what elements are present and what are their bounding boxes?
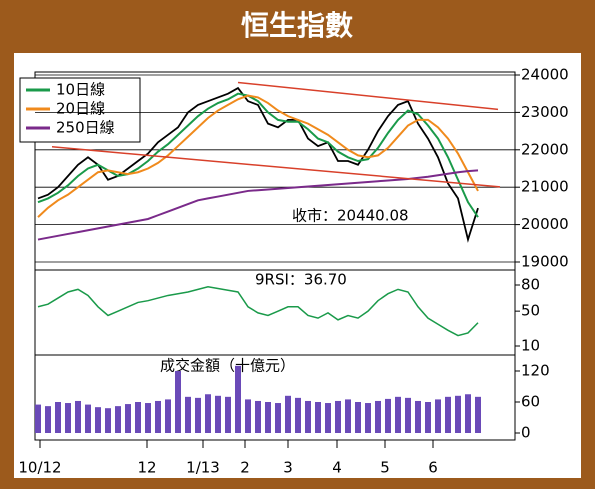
bar <box>85 404 91 433</box>
y-tick-label: 21000 <box>521 178 569 196</box>
x-tick-label: 1/13 <box>186 459 220 477</box>
y-tick-label: 19000 <box>521 253 569 271</box>
bar <box>75 400 81 433</box>
bar <box>65 403 71 433</box>
y-tick-label: 0 <box>521 424 531 442</box>
frame <box>34 71 516 441</box>
bar <box>385 398 391 433</box>
bar <box>435 399 441 433</box>
bar <box>195 397 201 433</box>
legend-label: 10日線 <box>56 81 105 99</box>
bar <box>285 395 291 433</box>
bar <box>225 396 231 433</box>
bar <box>135 402 141 433</box>
legend-label: 20日線 <box>56 100 105 118</box>
bar <box>365 403 371 433</box>
panel-title: 9RSI：36.70 <box>255 271 347 289</box>
data-line <box>37 285 479 337</box>
bar <box>345 399 351 433</box>
y-tick-label: 24000 <box>521 66 569 84</box>
bar <box>425 402 431 433</box>
bar <box>305 400 311 433</box>
bar <box>475 396 481 433</box>
bar <box>265 402 271 433</box>
bar <box>215 395 221 433</box>
bar <box>405 397 411 433</box>
annotation: 收市：20440.08 <box>292 207 409 225</box>
y-tick-label: 120 <box>521 362 550 380</box>
data-line <box>37 92 479 218</box>
y-tick-label: 60 <box>521 393 540 411</box>
data-line <box>37 94 479 218</box>
bar <box>375 400 381 433</box>
x-tick-label: 3 <box>283 459 293 477</box>
bar <box>465 394 471 433</box>
bar <box>395 396 401 433</box>
y-tick-label: 80 <box>521 276 540 294</box>
x-tick-label: 5 <box>380 459 390 477</box>
panel-title: 成交金額（十億元） <box>160 357 295 375</box>
legend-label: 250日線 <box>56 119 115 137</box>
bar <box>45 406 51 433</box>
bar <box>415 400 421 433</box>
bar <box>125 404 131 433</box>
trend-line <box>51 146 501 188</box>
bar <box>315 402 321 433</box>
bar <box>55 402 61 433</box>
y-tick-label: 22000 <box>521 140 569 158</box>
x-tick-label: 10/12 <box>18 459 61 477</box>
bar <box>175 371 181 433</box>
y-tick-label: 50 <box>521 302 540 320</box>
y-tick-label: 10 <box>521 337 540 355</box>
bar <box>95 407 101 433</box>
bar <box>275 403 281 433</box>
bar <box>115 406 121 433</box>
x-tick-label: 6 <box>428 459 438 477</box>
bar <box>295 397 301 433</box>
bar <box>235 365 241 433</box>
bar <box>255 400 261 433</box>
x-tick-label: 12 <box>137 459 156 477</box>
bar <box>185 396 191 433</box>
bar <box>205 394 211 433</box>
y-tick-label: 20000 <box>521 215 569 233</box>
bar <box>335 400 341 433</box>
data-line <box>37 169 479 241</box>
y-tick-label: 23000 <box>521 103 569 121</box>
x-tick-label: 2 <box>240 459 250 477</box>
bar <box>355 402 361 433</box>
bar <box>245 399 251 433</box>
bar <box>455 395 461 433</box>
bar <box>325 403 331 433</box>
bar <box>445 396 451 433</box>
data-line <box>37 86 479 243</box>
bar <box>105 408 111 433</box>
bar <box>35 404 41 433</box>
chart-title: 恒生指數 <box>241 9 353 42</box>
trend-line <box>237 81 499 111</box>
bar <box>145 403 151 433</box>
bar <box>155 400 161 433</box>
x-tick-label: 4 <box>332 459 342 477</box>
bar <box>165 399 171 433</box>
